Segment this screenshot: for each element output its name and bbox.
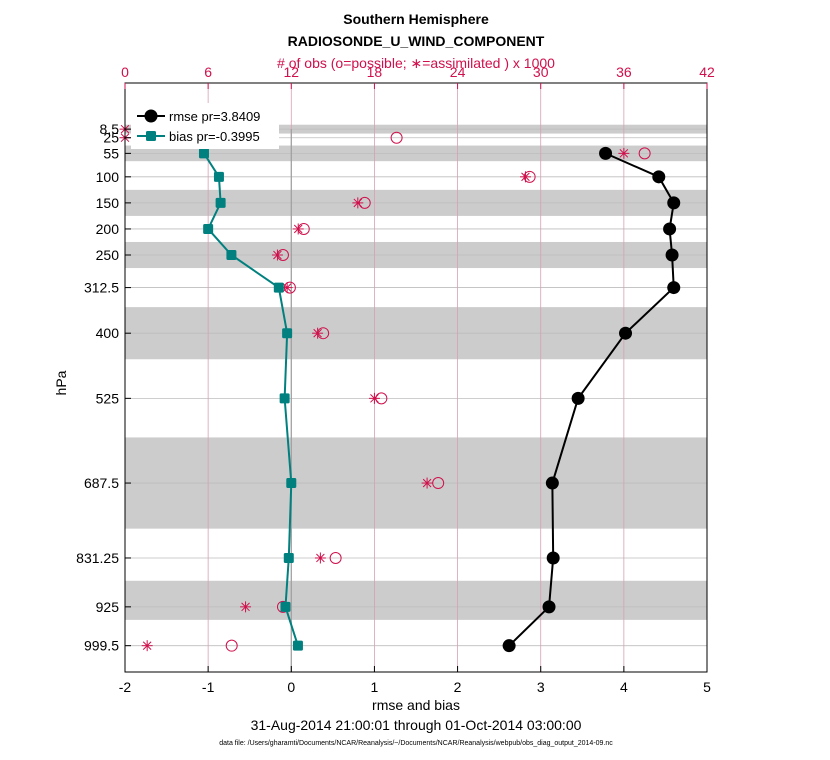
shaded-band: [125, 580, 707, 620]
footnote: data file: /Users/gharamti/Documents/NCA…: [219, 740, 613, 747]
rmse-point: [546, 551, 560, 565]
y-tick-label: 999.5: [84, 638, 119, 654]
top-tick-label: 42: [699, 64, 715, 80]
rmse-point: [667, 196, 681, 210]
obs-assimilated-marker: [141, 640, 153, 652]
rmse-point: [542, 600, 556, 614]
rmse-point: [663, 222, 677, 236]
y-tick-label: 150: [96, 195, 120, 211]
top-tick-label: 18: [367, 64, 383, 80]
obs-possible-marker: [390, 131, 403, 144]
y-tick-label: 55: [103, 145, 119, 161]
rmse-point: [571, 391, 585, 405]
y-tick-label: 525: [96, 390, 120, 406]
bias-point: [213, 171, 224, 182]
bottom-tick-label: 5: [703, 679, 711, 695]
top-axis-label: # of obs (o=possible; ∗=assimilated ) x …: [277, 55, 555, 71]
rmse-point: [665, 248, 679, 262]
bottom-tick-label: 4: [620, 679, 628, 695]
bias-point: [292, 640, 303, 651]
top-axis-ticks: 0 6 12 18 24 30 36 42: [121, 64, 715, 89]
y-tick-label: 831.25: [76, 550, 119, 566]
obs-assimilated-marker: [314, 552, 326, 564]
bias-point: [215, 197, 226, 208]
bottom-tick-label: -2: [119, 679, 132, 695]
obs-assimilated-marker: [292, 223, 304, 235]
obs-assimilated-marker: [352, 197, 364, 209]
obs-possible-marker: [329, 551, 342, 564]
legend-rmse-marker: [144, 109, 158, 123]
obs-assimilated-marker: [519, 171, 531, 183]
obs-possible-marker: [638, 147, 651, 160]
top-tick-label: 30: [533, 64, 549, 80]
y-axis-label: hPa: [53, 370, 69, 395]
obs-possible-marker: [225, 639, 238, 652]
bottom-axis-ticks: -2 -1 0 1 2 3 4 5: [119, 666, 711, 695]
y-tick-label: 250: [96, 247, 120, 263]
top-tick-label: 24: [450, 64, 466, 80]
bias-point: [283, 552, 294, 563]
bias-point: [198, 148, 209, 159]
bias-point: [279, 393, 290, 404]
bias-point: [282, 328, 293, 339]
obs-assimilated-marker: [240, 601, 252, 613]
rmse-point: [599, 146, 613, 160]
y-tick-label: 925: [96, 599, 120, 615]
bottom-tick-label: 0: [287, 679, 295, 695]
y-tick-label: 687.5: [84, 475, 119, 491]
shaded-bands: [125, 124, 707, 620]
chart-subtitle: RADIOSONDE_U_WIND_COMPONENT: [288, 33, 545, 49]
top-tick-label: 6: [204, 64, 212, 80]
bias-point: [280, 601, 291, 612]
series-lines: [198, 146, 681, 653]
rmse-point: [619, 326, 633, 340]
legend-bias-label: bias pr=-0.3995: [169, 129, 260, 144]
legend-rmse-label: rmse pr=3.8409: [169, 109, 260, 124]
y-tick-label: 400: [96, 325, 120, 341]
obs-assimilated-marker: [618, 147, 630, 159]
obs-assimilated-marker: [271, 249, 283, 261]
x-axis-label: rmse and bias: [372, 697, 460, 713]
y-tick-label: 312.5: [84, 280, 119, 296]
rmse-point: [545, 476, 559, 490]
bias-point: [203, 223, 214, 234]
date-range: 31-Aug-2014 21:00:01 through 01-Oct-2014…: [251, 717, 582, 733]
chart-title: Southern Hemisphere: [343, 11, 489, 27]
rmse-point: [652, 170, 666, 184]
rmse-line: [508, 152, 675, 647]
y-tick-label: 200: [96, 221, 120, 237]
obs-assimilated-marker: [421, 477, 433, 489]
obs-assimilated-marker: [312, 327, 324, 339]
legend-bias-marker: [146, 131, 156, 141]
rmse-point: [667, 281, 681, 295]
bottom-tick-label: 2: [454, 679, 462, 695]
y-tick-label: 100: [96, 169, 120, 185]
bottom-tick-label: 3: [537, 679, 545, 695]
rmse-point: [502, 639, 516, 653]
bias-point: [273, 282, 284, 293]
legend-box: [131, 103, 279, 149]
obs-assimilated-marker: [368, 392, 380, 404]
bottom-tick-label: -1: [202, 679, 215, 695]
obs-possible-marker: [432, 477, 445, 490]
top-tick-label: 0: [121, 64, 129, 80]
plot-frame: [124, 82, 708, 673]
top-tick-label: 36: [616, 64, 632, 80]
bias-point: [286, 478, 297, 489]
bottom-tick-label: 1: [371, 679, 379, 695]
top-tick-label: 12: [283, 64, 299, 80]
legend: rmse pr=3.8409 bias pr=-0.3995: [131, 103, 279, 149]
y-tick-label: 25: [103, 130, 119, 146]
y-tick-label: 8.5: [100, 121, 120, 137]
bias-point: [226, 250, 237, 261]
